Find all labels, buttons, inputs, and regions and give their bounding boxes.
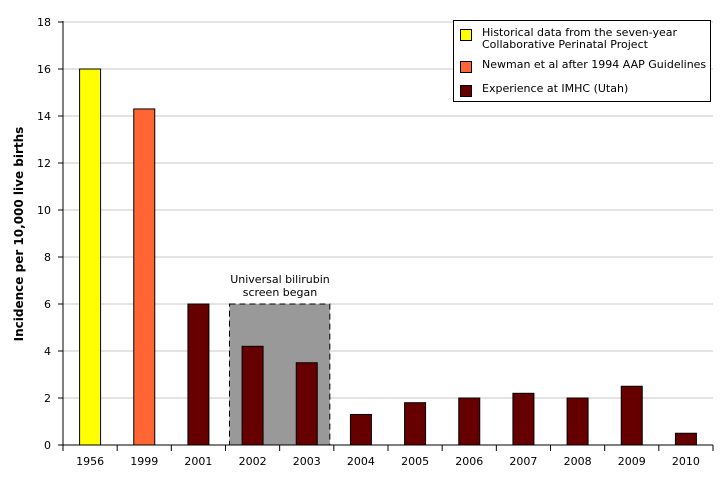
bar-1999 xyxy=(133,108,156,446)
legend-item-imhc: Experience at IMHC (Utah) xyxy=(460,83,628,97)
y-tick-label-16: 16 xyxy=(37,63,51,76)
x-tick-label-2010: 2010 xyxy=(672,455,700,468)
x-tick-label-1999: 1999 xyxy=(130,455,158,468)
y-tick-label-18: 18 xyxy=(37,16,51,29)
legend-item-newman: Newman et al after 1994 AAP Guidelines xyxy=(460,59,706,73)
legend-label-historical: Historical data from the seven-year Coll… xyxy=(482,26,678,51)
y-tick-label-12: 12 xyxy=(37,157,51,170)
y-tick-label-6: 6 xyxy=(44,298,51,311)
bar-2007 xyxy=(512,392,535,446)
bars xyxy=(79,68,697,446)
y-tick-label-2: 2 xyxy=(44,392,51,405)
x-tick-label-2002: 2002 xyxy=(239,455,267,468)
x-tick-label-2005: 2005 xyxy=(401,455,429,468)
legend-item-historical: Historical data from the seven-year Coll… xyxy=(460,27,677,51)
y-tick-label-4: 4 xyxy=(44,345,51,358)
bar-2005 xyxy=(404,402,427,446)
x-tick-label-2001: 2001 xyxy=(184,455,212,468)
x-tick-label-2004: 2004 xyxy=(347,455,375,468)
bar-2004 xyxy=(349,413,372,446)
x-tick-label-2007: 2007 xyxy=(509,455,537,468)
legend: Historical data from the seven-year Coll… xyxy=(453,20,711,102)
legend-swatch-imhc xyxy=(460,85,472,97)
y-tick-label-14: 14 xyxy=(37,110,51,123)
bar-2006 xyxy=(458,397,481,446)
bar-2008 xyxy=(566,397,589,446)
legend-label-imhc: Experience at IMHC (Utah) xyxy=(482,82,629,95)
y-tick-label-10: 10 xyxy=(37,204,51,217)
y-tick-label-8: 8 xyxy=(44,251,51,264)
x-tick-label-2006: 2006 xyxy=(455,455,483,468)
y-tick-label-0: 0 xyxy=(44,439,51,452)
bar-2003 xyxy=(295,362,318,446)
bar-2002 xyxy=(241,345,264,446)
x-tick-labels: 1956 1999 2001 2002 2003 2004 2005 2006 2007 2008… xyxy=(62,445,714,468)
legend-swatch-newman xyxy=(460,61,472,73)
x-tick-label-2008: 2008 xyxy=(564,455,592,468)
gridlines xyxy=(63,21,713,399)
y-axis-label: Incidence per 10,000 live births xyxy=(12,126,26,342)
legend-label-newman: Newman et al after 1994 AAP Guidelines xyxy=(482,58,707,71)
bar-1956 xyxy=(79,68,102,446)
x-tick-label-2003: 2003 xyxy=(293,455,321,468)
legend-swatch-historical xyxy=(460,29,472,41)
bar-2009 xyxy=(620,385,643,446)
y-tick-labels: 0 2 4 6 8 10 12 14 16 18 xyxy=(37,16,63,452)
x-tick-label-2009: 2009 xyxy=(618,455,646,468)
bar-2010 xyxy=(674,432,697,446)
screening-annotation: Universal bilirubin screen began xyxy=(230,273,330,299)
x-tick-label-1956: 1956 xyxy=(76,455,104,468)
bar-2001 xyxy=(187,303,210,446)
